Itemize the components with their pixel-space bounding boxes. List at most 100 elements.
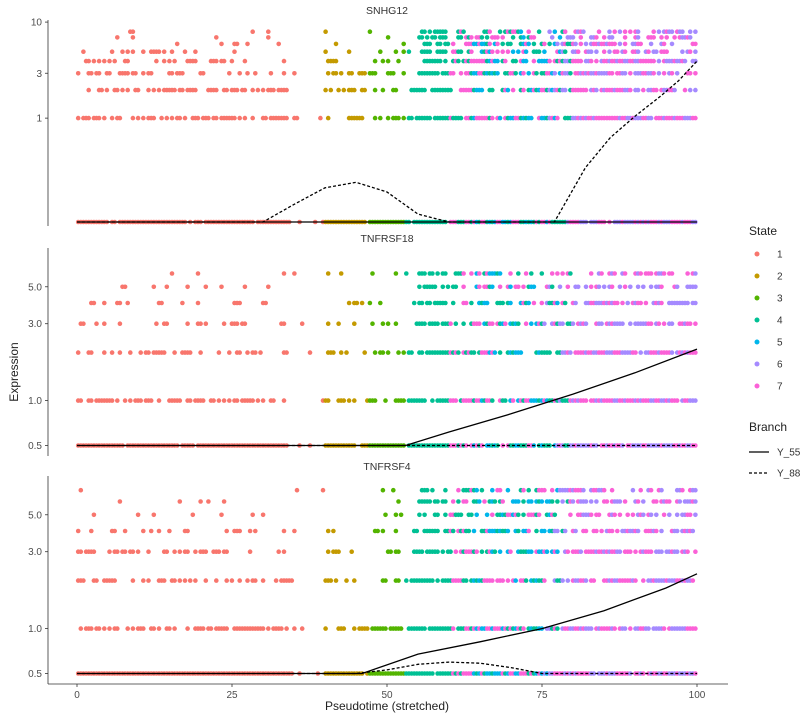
data-point bbox=[508, 271, 513, 276]
data-point bbox=[628, 71, 633, 76]
data-point bbox=[693, 49, 698, 54]
data-point bbox=[341, 398, 347, 403]
data-point bbox=[419, 300, 425, 306]
data-point bbox=[560, 271, 565, 276]
data-point bbox=[547, 41, 552, 47]
data-point bbox=[456, 499, 461, 504]
data-point bbox=[516, 49, 521, 54]
data-point bbox=[622, 271, 628, 276]
data-point bbox=[505, 49, 511, 54]
data-point bbox=[594, 49, 599, 54]
data-point bbox=[276, 549, 282, 554]
data-point bbox=[529, 549, 534, 554]
data-point bbox=[185, 549, 190, 554]
data-point bbox=[102, 300, 107, 306]
data-point bbox=[260, 626, 266, 631]
data-point bbox=[523, 58, 529, 64]
data-point bbox=[549, 35, 555, 40]
data-point bbox=[193, 49, 198, 54]
data-point bbox=[380, 87, 386, 93]
data-point bbox=[555, 549, 560, 554]
data-point bbox=[497, 487, 503, 493]
data-point bbox=[250, 398, 255, 403]
data-point bbox=[677, 499, 683, 504]
data-point bbox=[659, 528, 664, 534]
data-point bbox=[505, 578, 511, 583]
data-point bbox=[648, 487, 654, 493]
data-point bbox=[492, 549, 498, 554]
data-point bbox=[120, 87, 125, 93]
data-point bbox=[245, 578, 250, 583]
data-point bbox=[141, 71, 146, 76]
data-point bbox=[583, 398, 589, 403]
data-point bbox=[180, 300, 185, 306]
data-point bbox=[575, 49, 581, 54]
data-point bbox=[393, 321, 399, 327]
data-point bbox=[680, 49, 685, 54]
data-point bbox=[516, 321, 521, 327]
data-point bbox=[625, 300, 630, 306]
data-point bbox=[578, 41, 584, 47]
data-point bbox=[117, 115, 123, 121]
data-point bbox=[125, 58, 130, 64]
data-point bbox=[91, 512, 97, 518]
data-point bbox=[622, 499, 628, 504]
data-point bbox=[659, 35, 664, 40]
data-point bbox=[227, 350, 232, 355]
data-point bbox=[669, 71, 675, 76]
data-point bbox=[227, 398, 232, 403]
data-point bbox=[146, 549, 151, 554]
data-point bbox=[463, 499, 469, 504]
x-tick-label: 75 bbox=[536, 690, 548, 701]
data-point bbox=[325, 71, 331, 76]
data-point bbox=[490, 512, 495, 518]
data-point bbox=[214, 115, 219, 121]
data-point bbox=[609, 35, 615, 40]
data-point bbox=[159, 115, 164, 121]
data-point bbox=[667, 512, 672, 518]
data-point bbox=[279, 626, 284, 631]
data-point bbox=[435, 499, 440, 504]
data-point bbox=[482, 499, 487, 504]
data-point bbox=[81, 49, 86, 54]
data-point bbox=[430, 578, 435, 583]
data-point bbox=[193, 87, 198, 93]
data-point bbox=[237, 350, 242, 355]
data-point bbox=[242, 115, 248, 121]
data-point bbox=[648, 549, 654, 554]
data-point bbox=[453, 549, 459, 554]
data-point bbox=[253, 578, 258, 583]
data-point bbox=[422, 271, 427, 276]
data-point bbox=[393, 271, 399, 276]
data-point bbox=[531, 41, 537, 47]
data-point bbox=[151, 87, 157, 93]
data-point bbox=[89, 528, 94, 534]
data-point bbox=[490, 49, 495, 54]
data-point bbox=[396, 115, 401, 121]
data-point bbox=[112, 528, 117, 534]
legend-state-key bbox=[754, 251, 760, 257]
data-point bbox=[219, 284, 224, 290]
legend-state-key bbox=[754, 383, 760, 389]
data-point bbox=[151, 512, 157, 518]
data-point bbox=[443, 300, 448, 306]
data-point bbox=[237, 71, 242, 76]
data-point bbox=[450, 626, 456, 631]
data-point bbox=[172, 626, 177, 631]
data-point bbox=[659, 487, 664, 493]
data-point bbox=[648, 284, 654, 290]
data-point bbox=[352, 398, 357, 403]
data-point bbox=[125, 300, 130, 306]
data-point bbox=[641, 87, 646, 93]
data-point bbox=[102, 350, 107, 355]
data-point bbox=[237, 578, 242, 583]
data-point bbox=[130, 626, 136, 631]
data-point bbox=[555, 499, 560, 504]
data-point bbox=[654, 87, 659, 93]
data-point bbox=[510, 49, 516, 54]
x-tick-label: 50 bbox=[381, 690, 393, 701]
data-point bbox=[294, 115, 300, 121]
data-point bbox=[664, 35, 669, 40]
data-point bbox=[148, 398, 154, 403]
data-point bbox=[500, 41, 506, 47]
